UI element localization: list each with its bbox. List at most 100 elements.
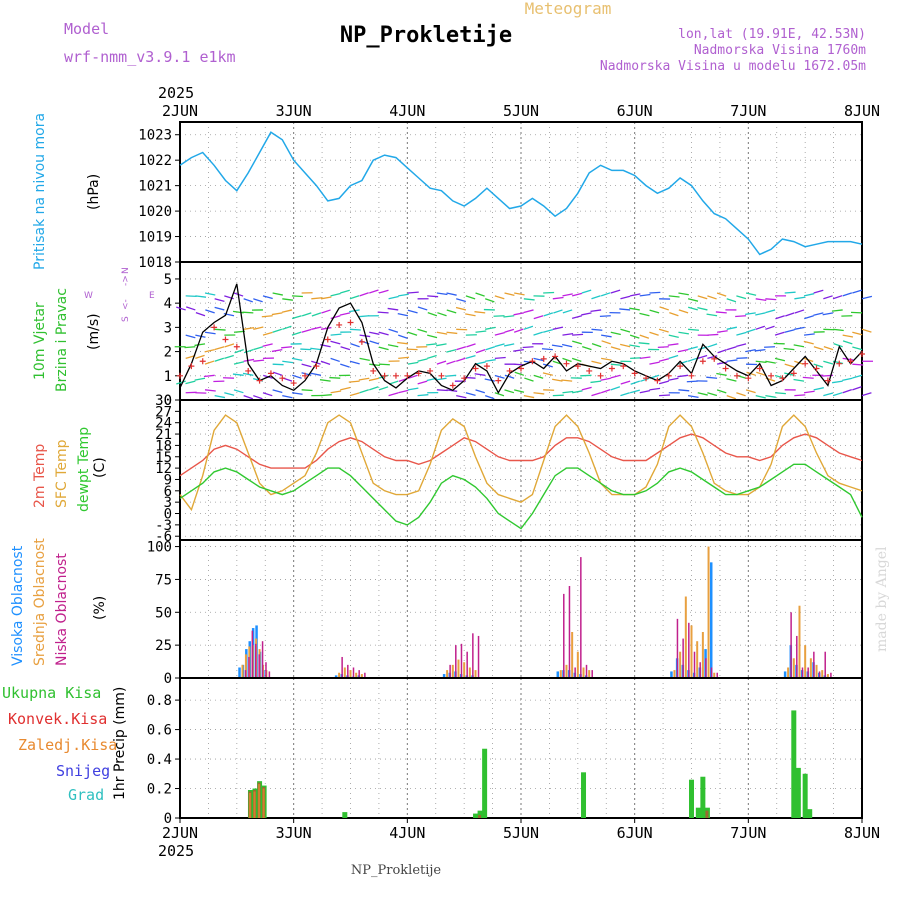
precip-bar-total [482,748,488,818]
wind-arrow [610,374,621,379]
wind-arrow [823,392,834,397]
wind-arrow [387,307,399,311]
wind-arrow [465,313,476,317]
cloud-bar [582,667,585,678]
cloud-bar [559,670,562,678]
lonlat-label: lon,lat (19.91E, 42.53N) [678,27,866,42]
wind-arrow [446,349,457,353]
wind-arrow [484,395,495,400]
wind-arrow [359,389,369,394]
cloud-bar [705,658,707,678]
wind-arrow [272,292,283,296]
wind-arrow [378,363,390,366]
cloud-bar [251,630,254,678]
y-tick-label: 100 [147,540,172,556]
wind-arrow [649,361,660,365]
wind-arrow [271,312,283,316]
wind-arrow [243,298,253,303]
precip-legend-item: Konvek.Kisa [8,710,107,728]
wind-arrow [716,361,728,365]
cloud-bar [796,635,798,678]
wind-arrow [601,334,612,338]
y-tick-label: 1 [164,369,172,385]
wind-marker [279,375,286,382]
cloud-bar [688,622,690,678]
wind-arrow [823,345,834,351]
wind-arrow [774,331,785,336]
cloud-bar [258,654,260,678]
wind-marker [574,363,581,370]
wind-arrow [581,289,592,294]
wind-arrow [232,310,244,314]
wind-marker [859,351,865,357]
wind-arrow [543,312,554,317]
wind-arrow [533,357,544,362]
wind-arrow [562,293,573,297]
x-tick-label-top: 3JUN [276,102,312,120]
wind-marker [438,372,445,379]
precip-bar-total [802,773,808,818]
temp-axis-label-dew: dewpt Temp [76,427,92,512]
wind-arrow [195,334,206,338]
y-tick-label: 1023 [138,128,172,144]
wind-marker [677,363,684,370]
wind-arrow [319,379,331,382]
x-year-top: 2025 [158,84,194,102]
wind-arrow [407,387,419,391]
wind-arrow [455,306,467,311]
wind-marker [699,358,706,365]
wind-arrow [852,289,862,294]
wind-arrow [446,292,457,296]
cloud-bar [709,562,713,678]
wind-arrow [591,360,602,365]
y-tick-label: 0.6 [147,723,172,739]
wind-arrow [736,392,746,397]
wind-arrow [292,374,302,379]
wind-arrow [514,389,525,393]
wind-arrow [369,340,380,345]
wind-arrow [513,348,524,352]
cloud-bar [442,674,446,678]
wind-arrow [852,346,863,351]
compass-s: S [121,316,131,322]
wind-marker [427,367,434,374]
wind-marker [756,365,763,372]
wind-marker [518,365,524,372]
y-tick-label: 1018 [138,255,172,271]
cloud-bar [268,671,271,678]
wind-arrow [686,380,698,383]
wind-arrow [552,296,564,300]
wind-arrow [562,309,573,314]
cloud-bar [349,670,352,678]
product-title: Meteogram [525,0,612,18]
wind-arrow [340,346,351,351]
cloud-bar [670,671,673,678]
wind-arrow [697,307,708,311]
y-tick-label: 12 [155,461,172,477]
x-tick-label-bottom: 5JUN [503,824,539,842]
wind-arrow [657,346,669,349]
wind-arrow [435,377,447,381]
wind-arrow [794,296,806,300]
wind-arrow [533,374,544,379]
wind-arrow [638,342,650,345]
wind-arrow [272,328,283,333]
wind-arrow [765,325,775,330]
wind-marker [688,372,695,379]
precip-bar-total [477,810,483,818]
wind-arrow [494,356,506,360]
cloud-bar [563,593,565,678]
cloud-bar [463,662,466,678]
precip-bar-total [342,812,348,818]
wind-arrow [243,349,254,354]
wind-arrow [688,306,698,311]
wind-arrow [668,295,680,298]
wind-arrow [687,346,698,350]
cloud-bar [334,675,338,678]
y-tick-label: 1019 [138,230,172,246]
wind-arrow [707,355,718,359]
wind-arrow [475,292,485,297]
y-tick-label: 0 [164,811,172,827]
wind-arrow [475,389,486,394]
wind-arrow [832,328,844,332]
